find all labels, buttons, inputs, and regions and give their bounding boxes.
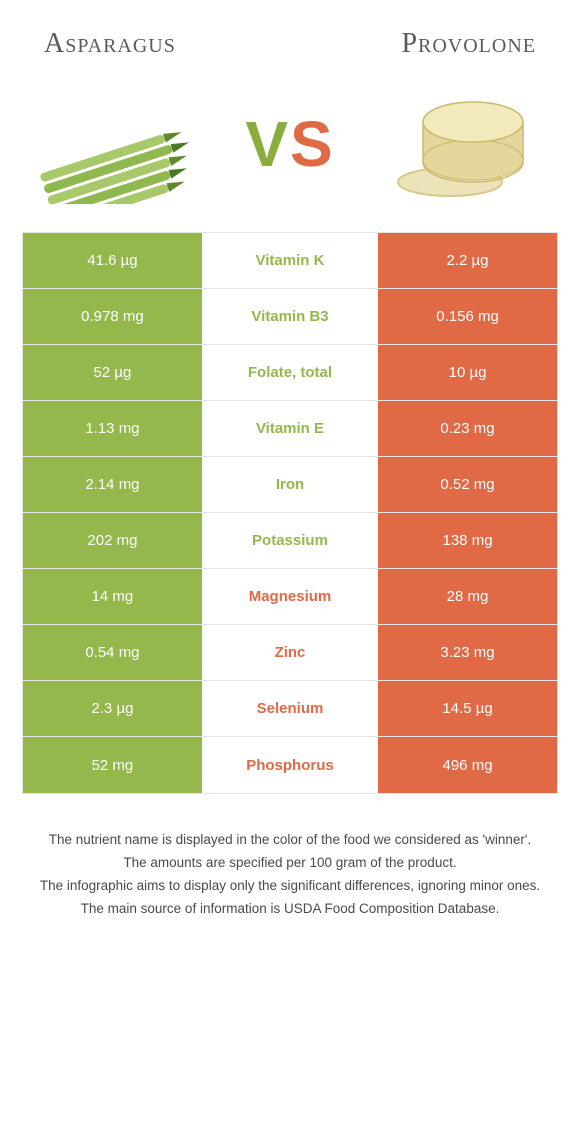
right-value: 138 mg	[378, 513, 557, 568]
table-row: 1.13 mgVitamin E0.23 mg	[23, 401, 557, 457]
footnote-line: The nutrient name is displayed in the co…	[28, 830, 552, 851]
left-value: 2.3 µg	[23, 681, 202, 736]
right-value: 0.52 mg	[378, 457, 557, 512]
left-value: 1.13 mg	[23, 401, 202, 456]
left-value: 2.14 mg	[23, 457, 202, 512]
left-food-title: Asparagus	[44, 28, 176, 60]
right-value: 10 µg	[378, 345, 557, 400]
nutrient-name: Iron	[202, 457, 378, 512]
table-row: 0.978 mgVitamin B30.156 mg	[23, 289, 557, 345]
provolone-image	[378, 84, 548, 204]
nutrient-name: Potassium	[202, 513, 378, 568]
nutrient-name: Selenium	[202, 681, 378, 736]
nutrient-table: 41.6 µgVitamin K2.2 µg0.978 mgVitamin B3…	[22, 232, 558, 794]
right-value: 3.23 mg	[378, 625, 557, 680]
table-row: 52 mgPhosphorus496 mg	[23, 737, 557, 793]
left-value: 0.54 mg	[23, 625, 202, 680]
right-value: 496 mg	[378, 737, 557, 793]
left-value: 202 mg	[23, 513, 202, 568]
table-row: 41.6 µgVitamin K2.2 µg	[23, 233, 557, 289]
nutrient-name: Vitamin B3	[202, 289, 378, 344]
left-value: 41.6 µg	[23, 233, 202, 288]
right-value: 28 mg	[378, 569, 557, 624]
nutrient-name: Phosphorus	[202, 737, 378, 793]
left-value: 52 mg	[23, 737, 202, 793]
nutrient-name: Vitamin E	[202, 401, 378, 456]
right-value: 0.23 mg	[378, 401, 557, 456]
table-row: 52 µgFolate, total10 µg	[23, 345, 557, 401]
table-row: 2.3 µgSelenium14.5 µg	[23, 681, 557, 737]
right-value: 0.156 mg	[378, 289, 557, 344]
table-row: 202 mgPotassium138 mg	[23, 513, 557, 569]
vs-letter-s: S	[290, 108, 335, 180]
table-row: 14 mgMagnesium28 mg	[23, 569, 557, 625]
nutrient-name: Vitamin K	[202, 233, 378, 288]
vs-label: VS	[245, 107, 334, 181]
left-value: 14 mg	[23, 569, 202, 624]
images-row: VS	[0, 84, 580, 232]
left-value: 52 µg	[23, 345, 202, 400]
footnote-line: The infographic aims to display only the…	[28, 876, 552, 897]
nutrient-name: Folate, total	[202, 345, 378, 400]
asparagus-image	[32, 84, 202, 204]
right-value: 2.2 µg	[378, 233, 557, 288]
table-row: 0.54 mgZinc3.23 mg	[23, 625, 557, 681]
header: Asparagus Provolone	[0, 0, 580, 84]
table-row: 2.14 mgIron0.52 mg	[23, 457, 557, 513]
footnote-line: The amounts are specified per 100 gram o…	[28, 853, 552, 874]
footnote-line: The main source of information is USDA F…	[28, 899, 552, 920]
vs-letter-v: V	[245, 108, 290, 180]
nutrient-name: Zinc	[202, 625, 378, 680]
left-value: 0.978 mg	[23, 289, 202, 344]
nutrient-name: Magnesium	[202, 569, 378, 624]
footnotes: The nutrient name is displayed in the co…	[0, 830, 580, 920]
right-value: 14.5 µg	[378, 681, 557, 736]
right-food-title: Provolone	[401, 28, 536, 60]
